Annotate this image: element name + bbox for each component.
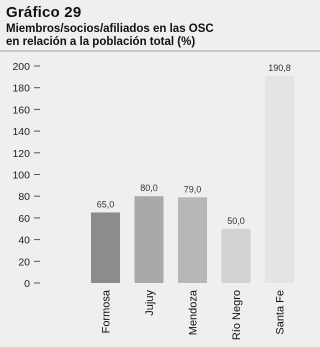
bar [265, 75, 294, 284]
y-axis: 0 20 40 60 80 100 120 140 160 180 200 [12, 61, 40, 290]
y-tick-label: 60 [18, 213, 30, 225]
bar-value-label: 50,0 [227, 216, 245, 226]
bar-value-label: 65,0 [97, 199, 115, 209]
x-axis-labels: Formosa Jujuy Mendoza Río Negro Santa Fe [101, 289, 287, 340]
y-tick-label: 140 [12, 126, 30, 138]
x-category-label: Santa Fe [275, 290, 287, 335]
y-tick-label: 20 [18, 256, 30, 268]
bar-value-label: 190,8 [268, 63, 291, 73]
subtitle-line-2: en relación a la población total (%) [6, 36, 196, 48]
bars: 65,0 80,0 79,0 50,0 190,8 [91, 63, 294, 284]
x-category-label: Mendoza [188, 289, 200, 335]
header-divider [0, 50, 320, 52]
y-tick-label: 180 [12, 83, 30, 95]
bar-value-label: 79,0 [184, 184, 202, 194]
chart-title: Gráfico 29 [6, 4, 82, 21]
x-category-label: Jujuy [144, 290, 156, 316]
y-tick-label: 100 [12, 170, 30, 182]
bar [178, 197, 207, 283]
y-tick-label: 120 [12, 148, 30, 160]
y-tick-label: 200 [12, 61, 30, 73]
bar-value-label: 80,0 [140, 183, 158, 193]
bar [221, 228, 251, 283]
bar [91, 212, 120, 283]
subtitle-line-1: Miembros/socios/afiliados en las OSC [6, 23, 214, 35]
y-tick-label: 0 [24, 278, 30, 290]
x-category-label: Río Negro [231, 290, 243, 340]
y-tick-label: 80 [18, 191, 30, 203]
y-tick-label: 40 [18, 235, 30, 247]
x-category-label: Formosa [101, 289, 113, 333]
bar [134, 196, 164, 283]
y-tick-label: 160 [12, 104, 30, 116]
chart-subtitle: Miembros/socios/afiliados en las OSC en … [6, 23, 316, 49]
